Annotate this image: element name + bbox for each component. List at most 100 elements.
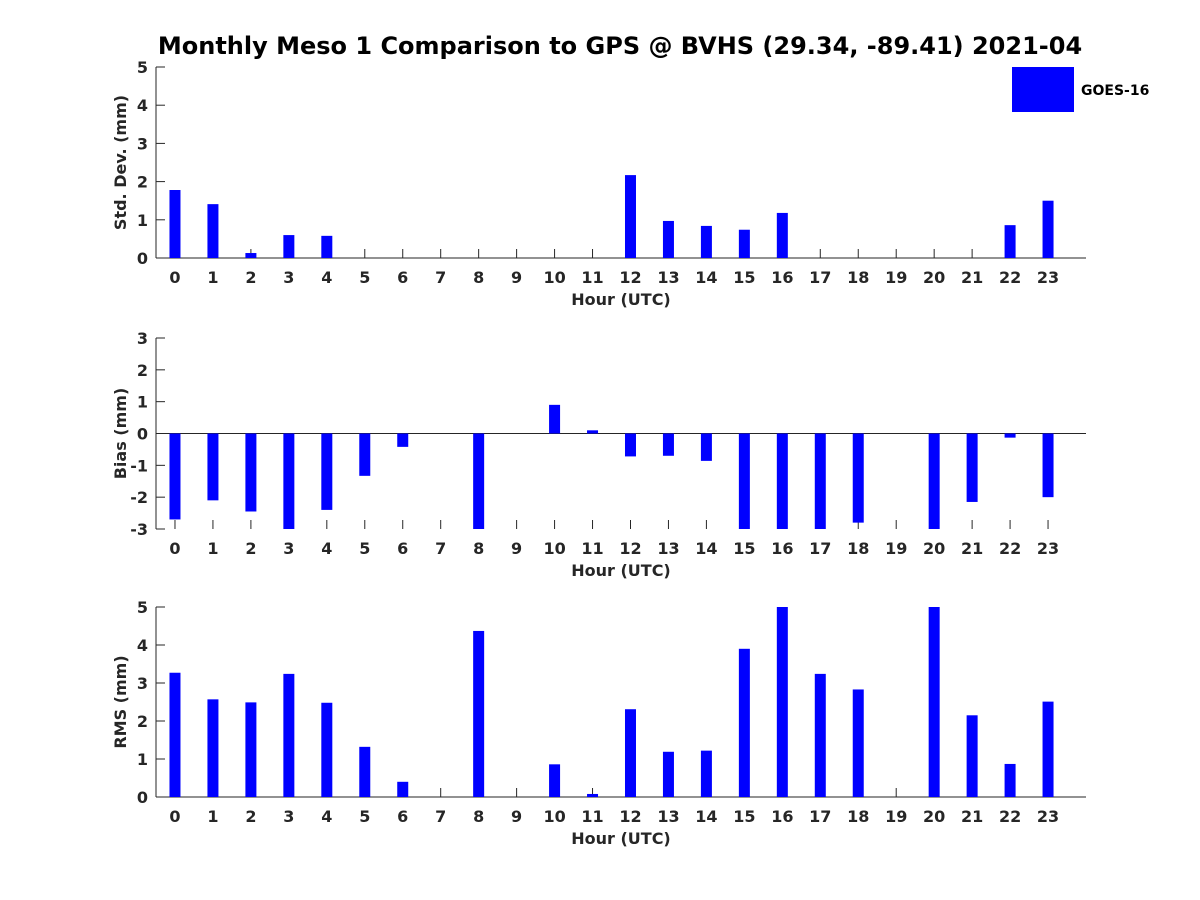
bar-rms-14 [700,750,712,797]
bar-bias-6 [397,433,409,447]
x-tick-label: 5 [359,807,370,826]
x-tick-label: 14 [695,539,717,558]
x-tick-label: 18 [847,539,869,558]
y-tick-label: 1 [137,750,148,769]
x-tick-label: 3 [283,539,294,558]
x-tick-label: 20 [923,268,945,287]
x-tick-label: 15 [733,807,755,826]
x-tick-label: 6 [397,807,408,826]
bar-rms-21 [966,715,978,797]
bar-rms-5 [359,746,371,797]
x-tick-label: 18 [847,268,869,287]
x-tick-label: 21 [961,268,983,287]
bar-bias-15 [738,433,750,529]
bar-bias-17 [814,433,826,529]
y-axis-label: Bias (mm) [111,388,130,480]
bar-bias-4 [321,433,333,510]
bar-std-dev-4 [321,235,333,258]
x-tick-label: 20 [923,807,945,826]
y-tick-label: 4 [137,636,148,655]
y-tick-label: 4 [137,96,148,115]
x-tick-label: 10 [543,807,565,826]
x-tick-label: 9 [511,268,522,287]
bar-std-dev-1 [207,204,219,258]
x-tick-label: 11 [581,268,603,287]
bar-std-dev-2 [245,253,257,258]
bar-bias-14 [700,433,712,461]
x-axis-label: Hour (UTC) [571,290,671,309]
bar-rms-12 [624,709,636,797]
x-tick-label: 17 [809,268,831,287]
x-tick-label: 12 [619,268,641,287]
bar-bias-21 [966,433,978,502]
bar-bias-1 [207,433,219,501]
y-tick-label: 3 [137,134,148,153]
bar-bias-5 [359,433,371,476]
bar-std-dev-23 [1042,200,1054,258]
y-axis-label: RMS (mm) [111,655,130,748]
x-tick-label: 21 [961,539,983,558]
x-tick-label: 15 [733,268,755,287]
bar-bias-23 [1042,433,1054,498]
x-tick-label: 23 [1037,268,1059,287]
x-tick-label: 1 [207,807,218,826]
bar-bias-0 [169,433,181,520]
x-tick-label: 23 [1037,807,1059,826]
bar-bias-8 [473,433,485,529]
x-tick-label: 4 [321,807,332,826]
x-axis-label: Hour (UTC) [571,561,671,580]
x-tick-label: 19 [885,268,907,287]
bar-bias-18 [852,433,864,523]
bar-std-dev-3 [283,235,295,258]
x-tick-label: 0 [169,268,180,287]
x-tick-label: 2 [245,807,256,826]
bar-std-dev-14 [700,225,712,258]
x-tick-label: 13 [657,539,679,558]
legend-label: GOES-16 [1081,83,1149,99]
bar-rms-16 [776,607,788,797]
x-tick-label: 3 [283,807,294,826]
x-tick-label: 23 [1037,539,1059,558]
bar-rms-20 [928,607,940,797]
y-tick-label: 2 [137,361,148,380]
bar-std-dev-16 [776,212,788,258]
bar-std-dev-13 [662,220,674,258]
y-tick-label: 1 [137,393,148,412]
x-tick-label: 19 [885,807,907,826]
x-tick-label: 20 [923,539,945,558]
x-tick-label: 5 [359,268,370,287]
x-tick-label: 0 [169,807,180,826]
x-tick-label: 17 [809,539,831,558]
x-tick-label: 6 [397,539,408,558]
y-tick-label: 5 [137,598,148,617]
x-tick-label: 4 [321,539,332,558]
y-tick-label: 5 [137,58,148,77]
bar-rms-15 [738,648,750,797]
bar-bias-11 [587,430,599,434]
bar-rms-0 [169,672,181,797]
bar-std-dev-15 [738,229,750,258]
y-tick-label: 2 [137,173,148,192]
y-tick-label: -1 [130,456,148,475]
bar-bias-3 [283,433,295,529]
x-tick-label: 12 [619,539,641,558]
x-tick-label: 7 [435,268,446,287]
x-tick-label: 1 [207,268,218,287]
bar-bias-10 [549,404,561,434]
x-tick-label: 8 [473,807,484,826]
bar-rms-8 [473,630,485,797]
x-tick-label: 22 [999,807,1021,826]
y-axis-label: Std. Dev. (mm) [111,95,130,230]
bar-rms-17 [814,673,826,797]
bar-rms-18 [852,689,864,797]
x-tick-label: 16 [771,807,793,826]
y-tick-label: 3 [137,674,148,693]
x-tick-label: 22 [999,539,1021,558]
bar-bias-13 [662,433,674,456]
bar-bias-20 [928,433,940,529]
bar-rms-11 [587,793,599,797]
bar-rms-10 [549,764,561,797]
